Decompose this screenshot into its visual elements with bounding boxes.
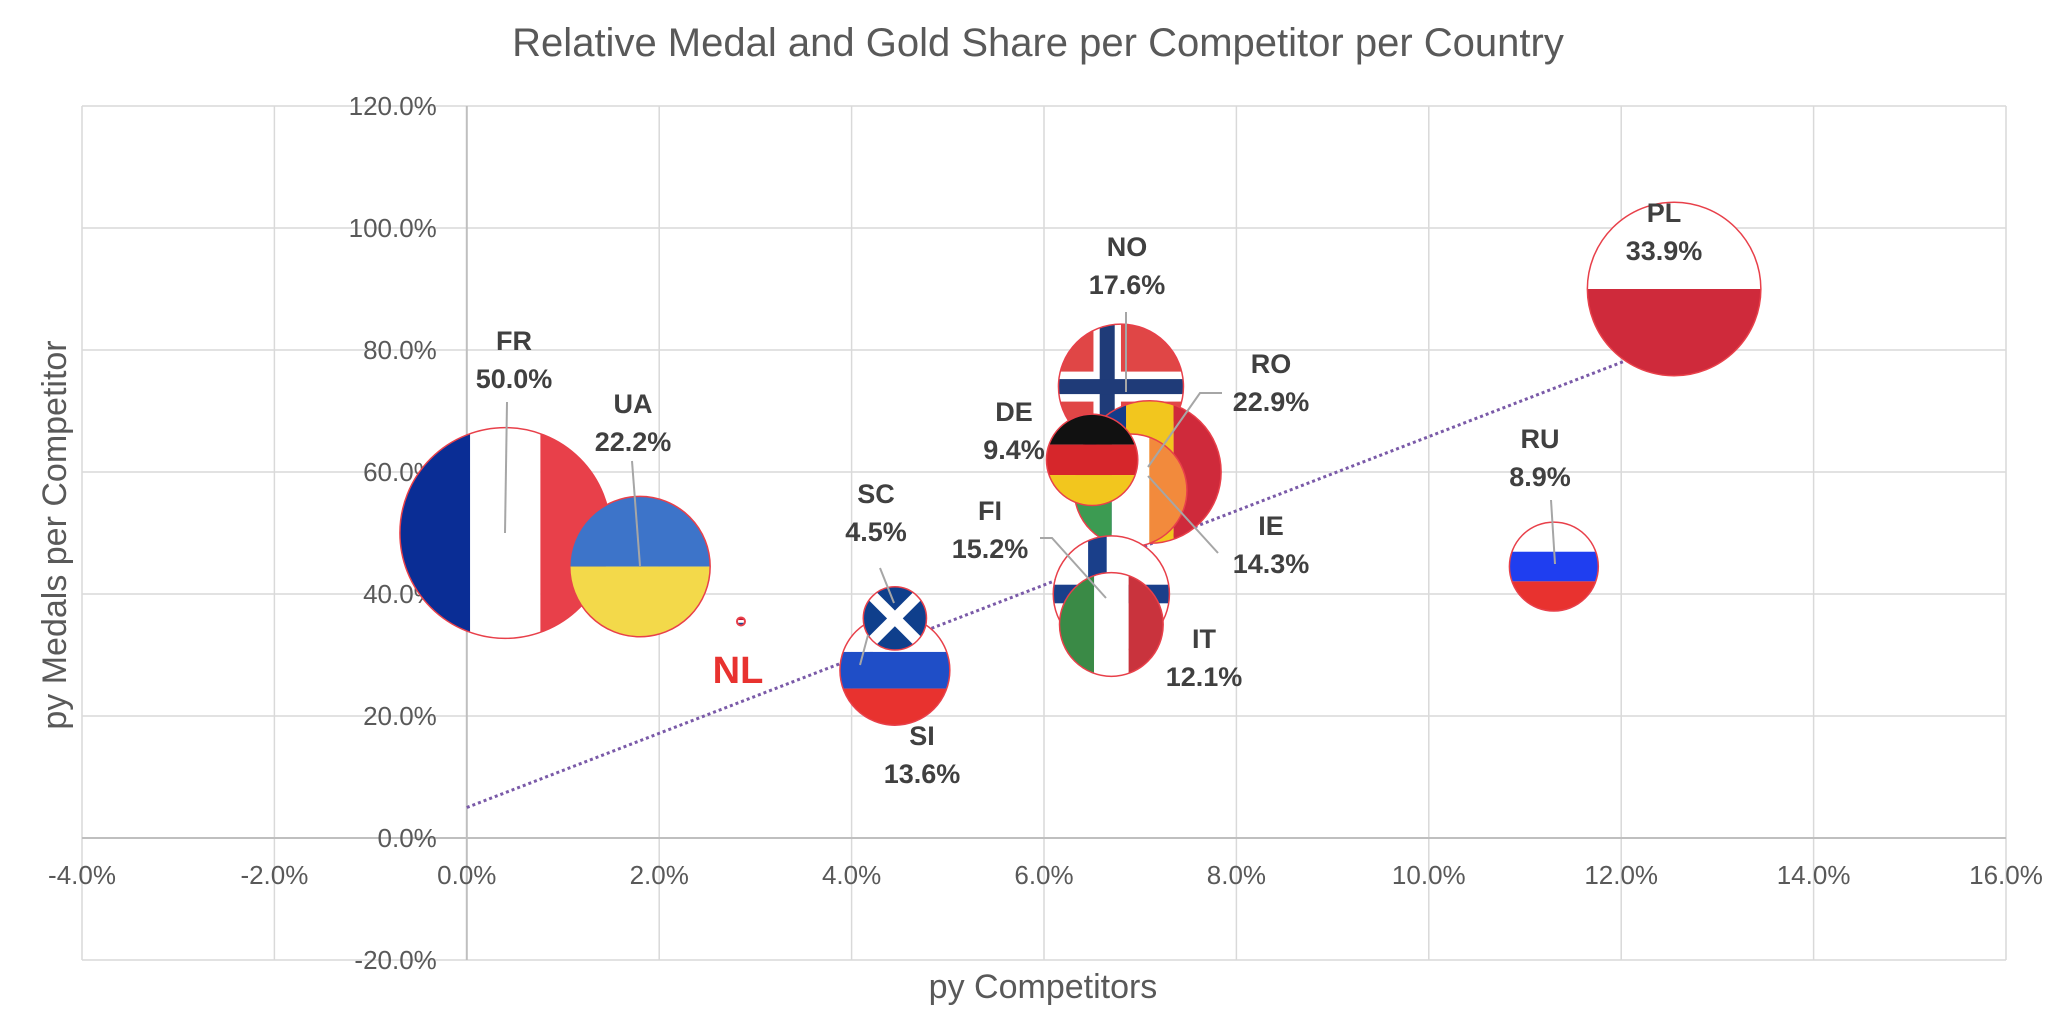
label-code-ie: IE (1258, 511, 1284, 541)
y-axis-title: py Medals per Competitor (36, 340, 74, 729)
leader-line-fr (504, 401, 508, 534)
bubble-outline-ru (1508, 521, 1600, 612)
x-tick-label: 2.0% (630, 860, 689, 890)
label-code-ru: RU (1521, 424, 1560, 454)
label-share-ie: 14.3% (1233, 549, 1310, 579)
x-axis-title: py Competitors (929, 968, 1158, 1006)
leader-line-ua (631, 460, 641, 567)
label-share-ua: 22.2% (595, 427, 672, 457)
label-code-de: DE (995, 397, 1033, 427)
y-tick-label: 120.0% (349, 91, 437, 121)
label-share-sc: 4.5% (845, 517, 907, 547)
y-tick-label: 20.0% (363, 701, 437, 731)
bubble-outline-de (1045, 413, 1139, 507)
x-tick-label: 12.0% (1584, 860, 1658, 890)
label-share-de: 9.4% (983, 435, 1045, 465)
leader-line-si (859, 634, 869, 666)
x-tick-label: -2.0% (240, 860, 308, 890)
chart-title: Relative Medal and Gold Share per Compet… (512, 21, 1564, 65)
label-code-ro: RO (1251, 349, 1292, 379)
leader-line-fi (1040, 537, 1107, 599)
y-tick-label: 100.0% (349, 213, 437, 243)
label-code-it: IT (1192, 624, 1217, 654)
label-code-si: SI (909, 721, 935, 751)
label-code-pl: PL (1647, 198, 1682, 228)
label-share-si: 13.6% (884, 759, 961, 789)
label-code-sc: SC (857, 479, 895, 509)
leader-line-ie (1147, 475, 1219, 554)
leader-line-ro (1147, 392, 1222, 468)
label-share-ro: 22.9% (1233, 387, 1310, 417)
label-code-fr: FR (496, 326, 532, 356)
y-tick-label: -20.0% (354, 945, 436, 975)
label-code-ua: UA (614, 389, 653, 419)
x-tick-label: 0.0% (437, 860, 496, 890)
label-share-it: 12.1% (1166, 662, 1243, 692)
bubble-fr (399, 427, 611, 639)
label-share-pl: 33.9% (1626, 236, 1703, 266)
bubble-nl (736, 617, 745, 626)
bubble-outline-sc (862, 586, 928, 651)
x-tick-label: 14.0% (1777, 860, 1851, 890)
x-tick-label: 8.0% (1207, 860, 1266, 890)
bubble-outline-pl (1586, 201, 1762, 377)
label-share-ru: 8.9% (1509, 462, 1571, 492)
y-tick-label: 80.0% (363, 335, 437, 365)
bubble-labels: FR 50.0% UA 22.2% NL SC 4.5% SI 13.6% NO 17.6% RO 22… (476, 198, 1703, 789)
bubble-outline-nl (735, 616, 746, 627)
leader-line-sc (879, 567, 895, 604)
bubble-outline-ua (569, 495, 711, 638)
label-code-nl: NL (713, 650, 764, 692)
x-tick-label: 4.0% (822, 860, 881, 890)
bubble-pl (1587, 202, 1761, 376)
axes: -4.0% -2.0% 0.0% 2.0% 4.0% 6.0% 8.0% 10.0% 12.0%… (48, 91, 2043, 975)
x-tick-label: 10.0% (1392, 860, 1466, 890)
x-tick-label: -4.0% (48, 860, 116, 890)
bubble-outline-it (1058, 571, 1164, 678)
label-code-fi: FI (978, 496, 1002, 526)
x-tick-label: 16.0% (1969, 860, 2043, 890)
leader-lines (504, 312, 1556, 666)
label-share-no: 17.6% (1089, 270, 1166, 300)
bubble-sc (863, 586, 927, 651)
label-share-fi: 15.2% (952, 534, 1029, 564)
x-tick-label: 6.0% (1014, 860, 1073, 890)
label-share-fr: 50.0% (476, 364, 553, 394)
leader-line-ru (1550, 499, 1556, 565)
y-tick-label: 0.0% (378, 823, 437, 853)
label-code-no: NO (1107, 232, 1148, 262)
